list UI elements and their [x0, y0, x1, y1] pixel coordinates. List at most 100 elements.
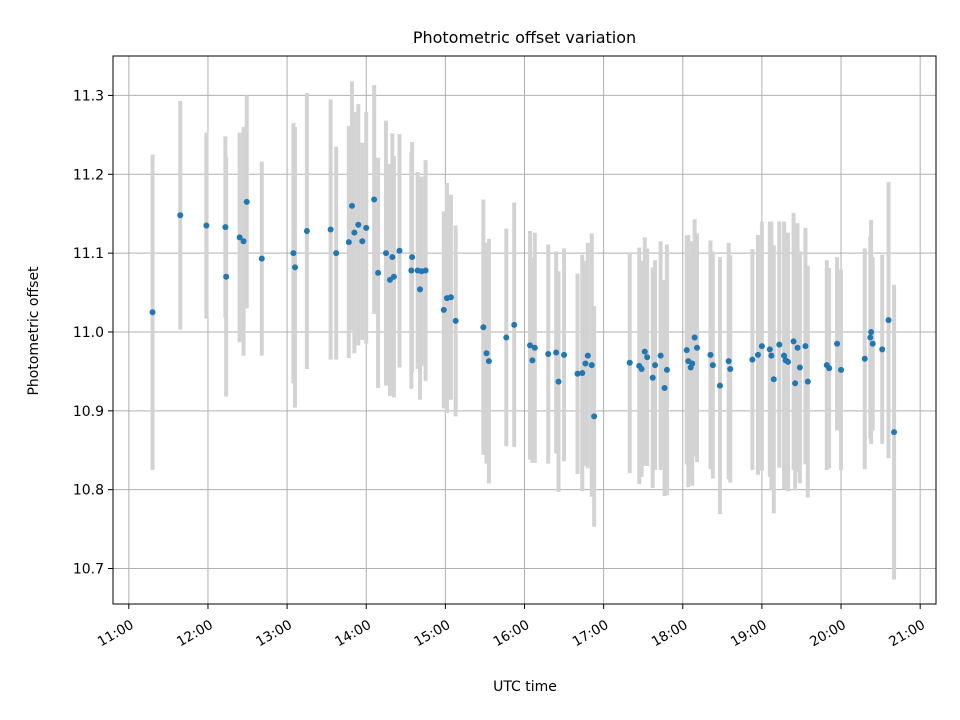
- data-point: [447, 294, 454, 301]
- data-point: [638, 366, 645, 373]
- data-point: [826, 365, 833, 372]
- data-point: [258, 255, 265, 262]
- data-point: [555, 378, 562, 385]
- data-point: [584, 352, 591, 359]
- data-point: [292, 264, 299, 271]
- data-point: [725, 358, 732, 365]
- data-point: [531, 344, 538, 351]
- data-point: [409, 254, 416, 261]
- data-point: [545, 351, 552, 358]
- data-point: [891, 429, 898, 436]
- data-point: [527, 342, 534, 349]
- data-point: [626, 359, 633, 366]
- data-point: [290, 250, 297, 257]
- data-point: [579, 369, 586, 376]
- data-point: [649, 374, 656, 381]
- data-point: [371, 196, 378, 203]
- data-point: [236, 234, 243, 241]
- data-point: [661, 384, 668, 391]
- data-point: [383, 250, 390, 257]
- data-point: [574, 370, 581, 377]
- chart-title: Photometric offset variation: [413, 28, 636, 47]
- data-point: [243, 198, 250, 205]
- data-point: [222, 224, 229, 231]
- data-point: [203, 222, 210, 229]
- data-point: [758, 343, 765, 350]
- y-tick-label: 10.7: [73, 562, 104, 578]
- data-point: [389, 254, 396, 261]
- data-point: [694, 344, 701, 351]
- data-point: [709, 362, 716, 369]
- data-point: [396, 247, 403, 254]
- data-point: [327, 226, 334, 233]
- data-point: [776, 341, 783, 348]
- data-point: [485, 358, 492, 365]
- y-tick-label: 11.0: [73, 325, 104, 341]
- data-point: [768, 352, 775, 359]
- data-point: [707, 351, 714, 358]
- data-point: [511, 321, 518, 328]
- data-point: [529, 357, 536, 364]
- data-point: [503, 334, 510, 341]
- data-point: [781, 352, 788, 359]
- data-point: [591, 413, 598, 420]
- data-point: [177, 212, 184, 219]
- y-axis-label: Photometric offset: [26, 266, 42, 396]
- data-point: [766, 346, 773, 353]
- data-point: [417, 286, 424, 293]
- y-tick-label: 10.9: [73, 404, 104, 420]
- data-point: [796, 364, 803, 371]
- data-point: [790, 338, 797, 345]
- data-point: [838, 366, 845, 373]
- data-point: [749, 356, 756, 363]
- x-axis-label: UTC time: [493, 679, 557, 695]
- data-point: [355, 221, 362, 228]
- data-point: [582, 360, 589, 367]
- data-point: [483, 350, 490, 357]
- data-point: [785, 358, 792, 365]
- y-tick-label: 11.2: [73, 167, 104, 183]
- data-point: [804, 378, 811, 385]
- y-tick-label: 10.8: [73, 483, 104, 499]
- data-point: [561, 351, 568, 358]
- data-point: [553, 349, 560, 356]
- data-point: [644, 354, 651, 361]
- data-point: [683, 347, 690, 354]
- data-point: [303, 228, 310, 235]
- data-point: [652, 362, 659, 369]
- data-point: [794, 344, 801, 351]
- data-point: [345, 239, 352, 246]
- data-point: [641, 348, 648, 355]
- data-point: [792, 380, 799, 387]
- data-point: [657, 352, 664, 359]
- data-point: [223, 273, 230, 280]
- data-point: [422, 267, 429, 274]
- data-point: [861, 355, 868, 362]
- data-point: [348, 202, 355, 209]
- data-point: [440, 306, 447, 313]
- data-point: [480, 324, 487, 331]
- data-point: [390, 273, 397, 280]
- data-point: [663, 366, 670, 373]
- data-point: [727, 366, 734, 373]
- data-point: [879, 346, 886, 353]
- data-point: [770, 376, 777, 383]
- data-point: [868, 328, 875, 335]
- data-points: [149, 196, 898, 436]
- data-point: [588, 362, 595, 369]
- data-point: [867, 334, 874, 341]
- data-point: [689, 360, 696, 367]
- data-point: [359, 238, 366, 245]
- data-point: [869, 340, 876, 347]
- data-point: [834, 340, 841, 347]
- data-point: [240, 238, 247, 245]
- data-point: [351, 229, 358, 236]
- data-point: [149, 309, 156, 316]
- data-point: [333, 250, 340, 257]
- data-point: [885, 317, 892, 324]
- y-axis-ticks: 10.7 10.8 10.9 11.0 11.1 11.2 11.3: [73, 88, 113, 578]
- data-point: [363, 224, 370, 231]
- data-point: [716, 382, 723, 389]
